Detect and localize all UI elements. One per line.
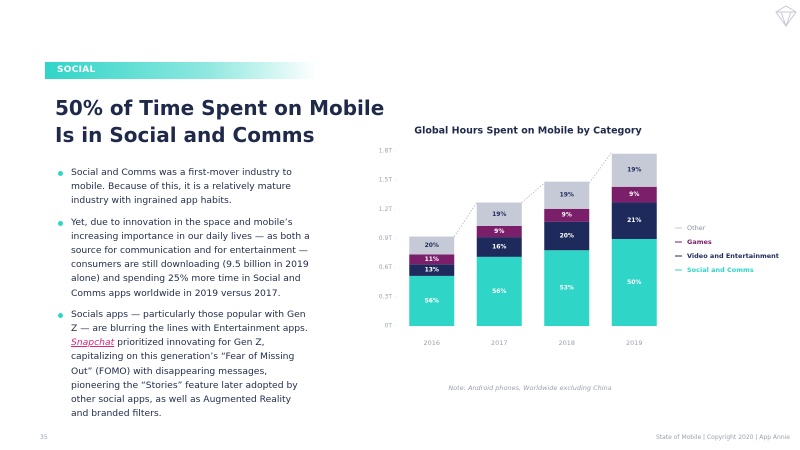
y-tick-label: 0.3T <box>379 293 393 300</box>
data-label: 50% <box>627 279 641 286</box>
section-label: SOCIAL <box>57 65 96 75</box>
y-tick-label: 0T <box>385 323 393 330</box>
data-label: 9% <box>562 212 572 219</box>
bar-segment <box>409 254 455 265</box>
bar-segment <box>544 181 590 209</box>
bar-segment <box>611 153 657 187</box>
connector <box>521 182 545 203</box>
bar-segment <box>611 186 657 203</box>
bar-segment <box>409 275 455 326</box>
footer-credit: State of Mobile | Copyright 2020 | App A… <box>655 434 790 441</box>
y-tick-label: 1.2T <box>379 206 393 213</box>
link[interactable]: Snapchat <box>71 337 115 349</box>
data-label: 19% <box>627 167 641 174</box>
title-line: 50% of Time Spent on Mobile <box>55 96 385 120</box>
y-tick-label: 1.5T <box>379 177 393 184</box>
data-label: 20% <box>425 242 439 249</box>
page-number: 35 <box>40 434 48 441</box>
bar-segment <box>544 250 590 326</box>
data-label: 9% <box>629 191 639 198</box>
legend-label: Video and Entertainment <box>687 252 779 260</box>
data-label: 53% <box>560 285 574 292</box>
x-tick-label: 2018 <box>558 339 575 347</box>
bar-segment <box>409 264 455 276</box>
bullet-list: Social and Comms was a first-mover indus… <box>58 166 310 428</box>
data-label: 19% <box>492 211 506 218</box>
slide-title: 50% of Time Spent on Mobile Is in Social… <box>55 95 384 149</box>
legend-label: Games <box>687 238 712 246</box>
bar-segment <box>409 236 455 255</box>
bar-segment <box>476 225 522 238</box>
bar-segment <box>544 208 590 222</box>
data-label: 13% <box>425 267 439 274</box>
bar-segment <box>476 256 522 326</box>
logo <box>775 5 797 28</box>
data-label: 16% <box>492 243 506 250</box>
bullet: Social and Comms was a first-mover indus… <box>58 166 310 209</box>
data-label: 56% <box>425 297 439 304</box>
x-tick-label: 2016 <box>423 339 440 347</box>
y-tick-label: 0.6T <box>379 264 393 271</box>
connector <box>453 202 478 237</box>
chart-title: Global Hours Spent on Mobile by Category <box>414 126 642 137</box>
title-line: Is in Social and Comms <box>55 123 315 147</box>
section-band: SOCIAL <box>45 62 317 79</box>
data-label: 56% <box>492 288 506 295</box>
bar-segment <box>544 221 590 251</box>
legend-label: Other <box>687 224 706 232</box>
connector <box>589 151 612 184</box>
chart-note: Note: Android phones, Worldwide excludin… <box>448 384 611 392</box>
data-label: 20% <box>560 232 574 239</box>
x-tick-label: 2019 <box>626 339 643 347</box>
bar-segment <box>476 237 522 257</box>
data-label: 21% <box>627 217 641 224</box>
bar-segment <box>611 238 657 326</box>
y-tick-label: 0.9T <box>379 235 393 242</box>
bullet: Socials apps — particularly those popula… <box>58 308 310 422</box>
bar-segment <box>476 202 522 226</box>
y-tick-label: 1.8T <box>379 148 393 155</box>
bullet-text: Socials apps — particularly those popula… <box>71 308 308 335</box>
x-tick-label: 2017 <box>491 339 508 347</box>
data-label: 11% <box>425 256 439 263</box>
data-label: 9% <box>494 228 504 235</box>
legend-label: Social and Comms <box>687 266 754 274</box>
data-label: 19% <box>560 192 574 199</box>
bar-segment <box>611 202 657 239</box>
bullet-text: prioritized innovating for Gen Z, capita… <box>71 337 298 420</box>
bullet: Yet, due to innovation in the space and … <box>58 216 310 301</box>
